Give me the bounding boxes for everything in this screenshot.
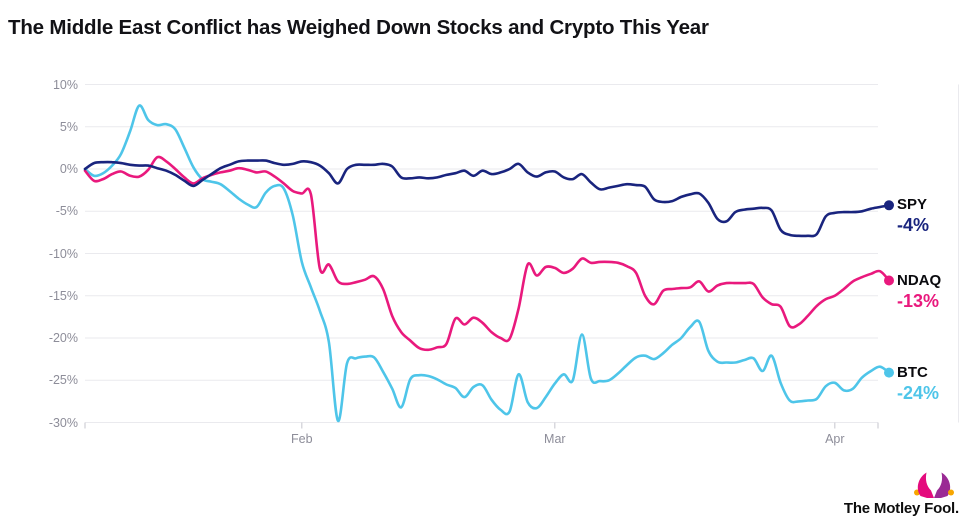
y-tick-label: -15%	[48, 288, 78, 303]
logo-wordmark: The Motley Fool.	[843, 500, 959, 517]
y-tick-label: 5%	[59, 119, 78, 134]
y-tick-label: -25%	[48, 373, 78, 388]
ndaq-end-dot	[884, 275, 894, 286]
ndaq-line	[83, 155, 891, 352]
btc-ticker-label: BTC	[897, 363, 928, 381]
y-tick-label: -5%	[55, 204, 78, 219]
spy-value-label: -4%	[897, 215, 930, 236]
x-tick-label: Mar	[544, 431, 566, 446]
y-tick-label: 0%	[59, 162, 78, 176]
spy-line	[83, 159, 891, 238]
y-tick-label: -10%	[48, 246, 78, 261]
y-tick-label: 10%	[52, 77, 78, 92]
btc-value-label: -24%	[897, 382, 940, 403]
btc-end-dot	[884, 367, 894, 378]
spy-end-dot	[884, 200, 894, 211]
y-tick-label: -20%	[48, 331, 78, 345]
jester-hat-icon	[914, 472, 954, 498]
btc-line	[83, 104, 891, 423]
x-tick-label: Feb	[291, 431, 313, 446]
y-tick-label: -30%	[48, 415, 78, 430]
ndaq-ticker-label: NDAQ	[897, 271, 942, 289]
x-tick-label: Apr	[825, 431, 845, 446]
ndaq-value-label: -13%	[897, 290, 940, 311]
spy-ticker-label: SPY	[897, 196, 928, 214]
motley-fool-logo: The Motley Fool.	[809, 471, 959, 517]
chart-title: The Middle East Conflict has Weighed Dow…	[8, 16, 709, 39]
